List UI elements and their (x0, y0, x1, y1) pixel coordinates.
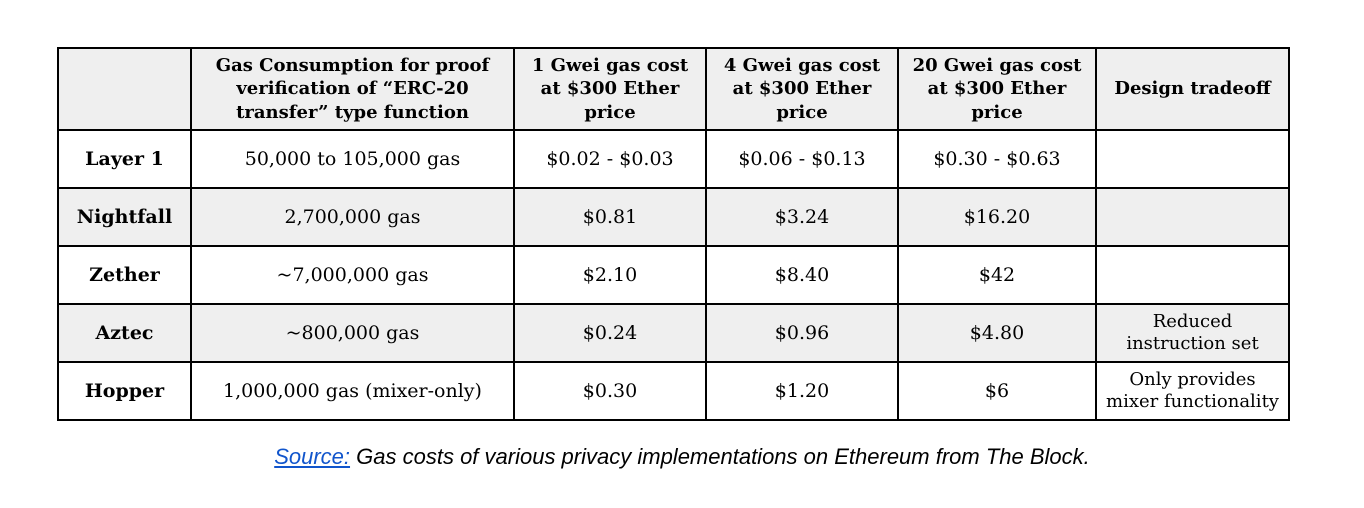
table-cell-20gwei: $16.20 (897, 187, 1097, 247)
table-row-aztec: Aztec ~800,000 gas $0.24 $0.96 $4.80 Red… (57, 303, 1290, 363)
table-cell-gas: ~800,000 gas (190, 303, 515, 363)
table-row-zether: Zether ~7,000,000 gas $2.10 $8.40 $42 (57, 245, 1290, 305)
table-cell-1gwei: $0.30 (513, 361, 707, 421)
column-header-4gwei: 4 Gwei gas cost at $300 Ether price (705, 47, 899, 131)
column-header-blank (57, 47, 192, 131)
row-label: Hopper (57, 361, 192, 421)
table-cell-1gwei: $0.02 - $0.03 (513, 129, 707, 189)
table-cell-4gwei: $0.06 - $0.13 (705, 129, 899, 189)
table-cell-4gwei: $1.20 (705, 361, 899, 421)
column-header-1gwei: 1 Gwei gas cost at $300 Ether price (513, 47, 707, 131)
table-cell-20gwei: $4.80 (897, 303, 1097, 363)
row-label: Zether (57, 245, 192, 305)
source-link[interactable]: Source: (274, 444, 351, 469)
table-cell-gas: 1,000,000 gas (mixer-only) (190, 361, 515, 421)
gas-cost-table: Gas Consumption for proof verification o… (57, 47, 1290, 421)
row-label: Layer 1 (57, 129, 192, 189)
table-cell-gas: 2,700,000 gas (190, 187, 515, 247)
table-cell-4gwei: $8.40 (705, 245, 899, 305)
table-row-hopper: Hopper 1,000,000 gas (mixer-only) $0.30 … (57, 361, 1290, 421)
table-cell-4gwei: $0.96 (705, 303, 899, 363)
table-caption: Source: Gas costs of various privacy imp… (0, 444, 1364, 470)
column-header-gas-consumption: Gas Consumption for proof verification o… (190, 47, 515, 131)
table-cell-tradeoff: Reduced instruction set (1095, 303, 1290, 363)
table-cell-tradeoff (1095, 129, 1290, 189)
row-label: Nightfall (57, 187, 192, 247)
table-cell-1gwei: $2.10 (513, 245, 707, 305)
header-row: Gas Consumption for proof verification o… (57, 47, 1290, 131)
table-cell-20gwei: $0.30 - $0.63 (897, 129, 1097, 189)
table-cell-1gwei: $0.24 (513, 303, 707, 363)
table-cell-gas: 50,000 to 105,000 gas (190, 129, 515, 189)
table-cell-4gwei: $3.24 (705, 187, 899, 247)
row-label: Aztec (57, 303, 192, 363)
column-header-design-tradeoff: Design tradeoff (1095, 47, 1290, 131)
table-cell-tradeoff: Only provides mixer functionality (1095, 361, 1290, 421)
table-cell-tradeoff (1095, 245, 1290, 305)
table-cell-20gwei: $6 (897, 361, 1097, 421)
table-cell-1gwei: $0.81 (513, 187, 707, 247)
table-cell-20gwei: $42 (897, 245, 1097, 305)
table-cell-tradeoff (1095, 187, 1290, 247)
table-cell-gas: ~7,000,000 gas (190, 245, 515, 305)
caption-text: Gas costs of various privacy implementat… (350, 444, 1090, 469)
table-row-nightfall: Nightfall 2,700,000 gas $0.81 $3.24 $16.… (57, 187, 1290, 247)
table-row-layer1: Layer 1 50,000 to 105,000 gas $0.02 - $0… (57, 129, 1290, 189)
column-header-20gwei: 20 Gwei gas cost at $300 Ether price (897, 47, 1097, 131)
